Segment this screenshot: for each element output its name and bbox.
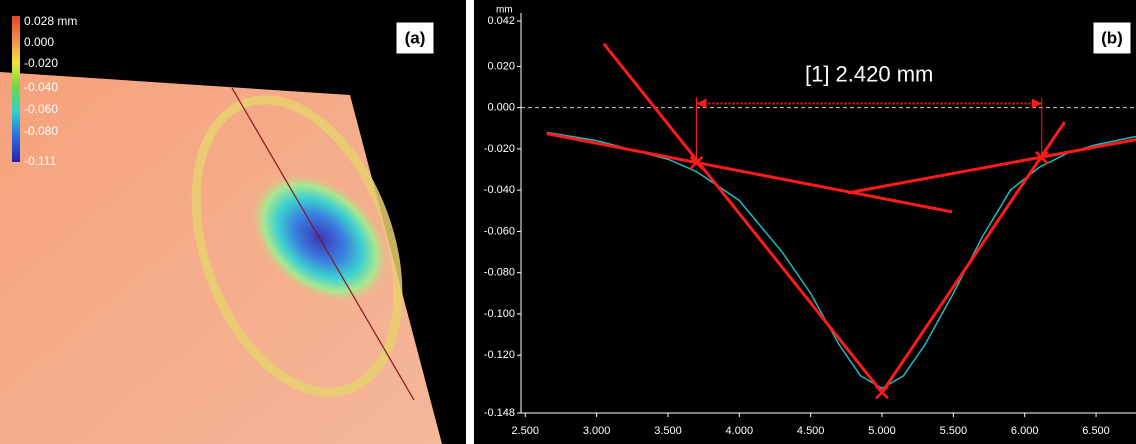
y-tick-label: -0.020	[484, 143, 515, 155]
x-tick-label: 4.000	[726, 425, 754, 437]
y-tick-label: 0.000	[487, 102, 515, 114]
x-tick-label: 2.500	[512, 425, 540, 437]
y-tick-label: 0.042	[487, 15, 515, 27]
panel-label: (a)	[405, 28, 426, 47]
y-tick-label: -0.100	[484, 308, 515, 320]
y-tick-label: -0.080	[484, 267, 515, 279]
colorbar	[12, 16, 20, 162]
figure: 0.028 mm 0.000 -0.020 -0.040 -0.060 -0.080 -0.…	[0, 0, 1136, 444]
x-tick-label: 6.000	[1011, 425, 1039, 437]
colorbar-label: 0.028 mm	[24, 14, 77, 28]
y-tick-label: -0.120	[484, 349, 515, 361]
profile-panel: mm (b) 0.0420.0200.000-0.020-0.040-0.060…	[474, 0, 1136, 444]
colorbar-label: -0.020	[24, 56, 58, 70]
x-tick-label: 3.500	[654, 425, 682, 437]
x-tick-label: 5.500	[940, 425, 968, 437]
dimension-label: [1] 2.420 mm	[805, 61, 933, 86]
colorbar-label: 0.000	[24, 35, 54, 49]
y-tick-label: -0.148	[484, 407, 515, 419]
x-tick-label: 6.500	[1082, 425, 1110, 437]
y-tick-label: -0.040	[484, 184, 515, 196]
colorbar-label: -0.080	[24, 124, 58, 138]
x-tick-label: 3.000	[583, 425, 611, 437]
x-tick-label: 5.000	[868, 425, 896, 437]
colorbar-label: -0.060	[24, 102, 58, 116]
y-tick-label: 0.020	[487, 60, 515, 72]
colorbar-label: -0.111	[24, 154, 57, 168]
surface-panel: 0.028 mm 0.000 -0.020 -0.040 -0.060 -0.080 -0.…	[0, 0, 466, 444]
x-tick-label: 4.500	[797, 425, 825, 437]
y-tick-label: -0.060	[484, 225, 515, 237]
panel-label: (b)	[1101, 28, 1123, 47]
colorbar-label: -0.040	[24, 80, 58, 94]
